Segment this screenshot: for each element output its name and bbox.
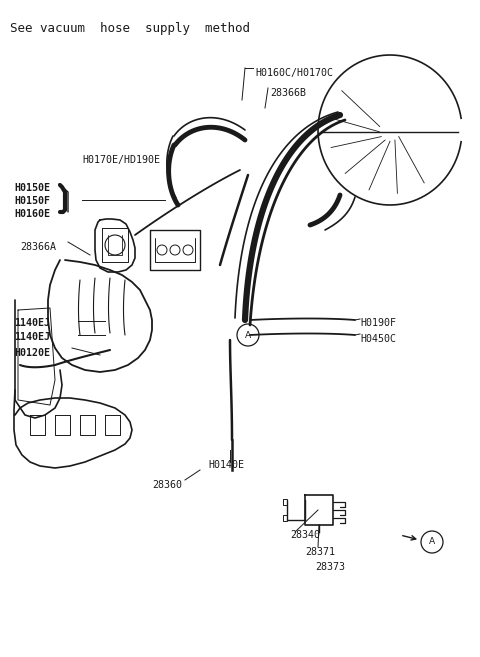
Text: H0170E/HD190E: H0170E/HD190E [82, 155, 160, 165]
Text: 28373: 28373 [315, 562, 345, 572]
Text: 1140EJ: 1140EJ [14, 332, 50, 342]
Text: H0150F: H0150F [14, 196, 50, 206]
Text: H0120E: H0120E [14, 348, 50, 358]
Text: H0140E: H0140E [208, 460, 244, 470]
Text: A: A [245, 330, 251, 340]
Text: H0160E: H0160E [14, 209, 50, 219]
Text: 1140EJ: 1140EJ [14, 318, 50, 328]
Text: See vacuum  hose  supply  method: See vacuum hose supply method [10, 22, 250, 35]
Text: H0150E: H0150E [14, 183, 50, 193]
Text: 28366A: 28366A [20, 242, 56, 252]
Text: H0160C/H0170C: H0160C/H0170C [255, 68, 333, 78]
Text: 28366B: 28366B [270, 88, 306, 98]
Text: A: A [429, 537, 435, 547]
Text: H0450C: H0450C [360, 334, 396, 344]
Text: 28360: 28360 [152, 480, 182, 490]
Text: 28371: 28371 [305, 547, 335, 557]
Text: 28340: 28340 [290, 530, 320, 540]
Text: H0190F: H0190F [360, 318, 396, 328]
